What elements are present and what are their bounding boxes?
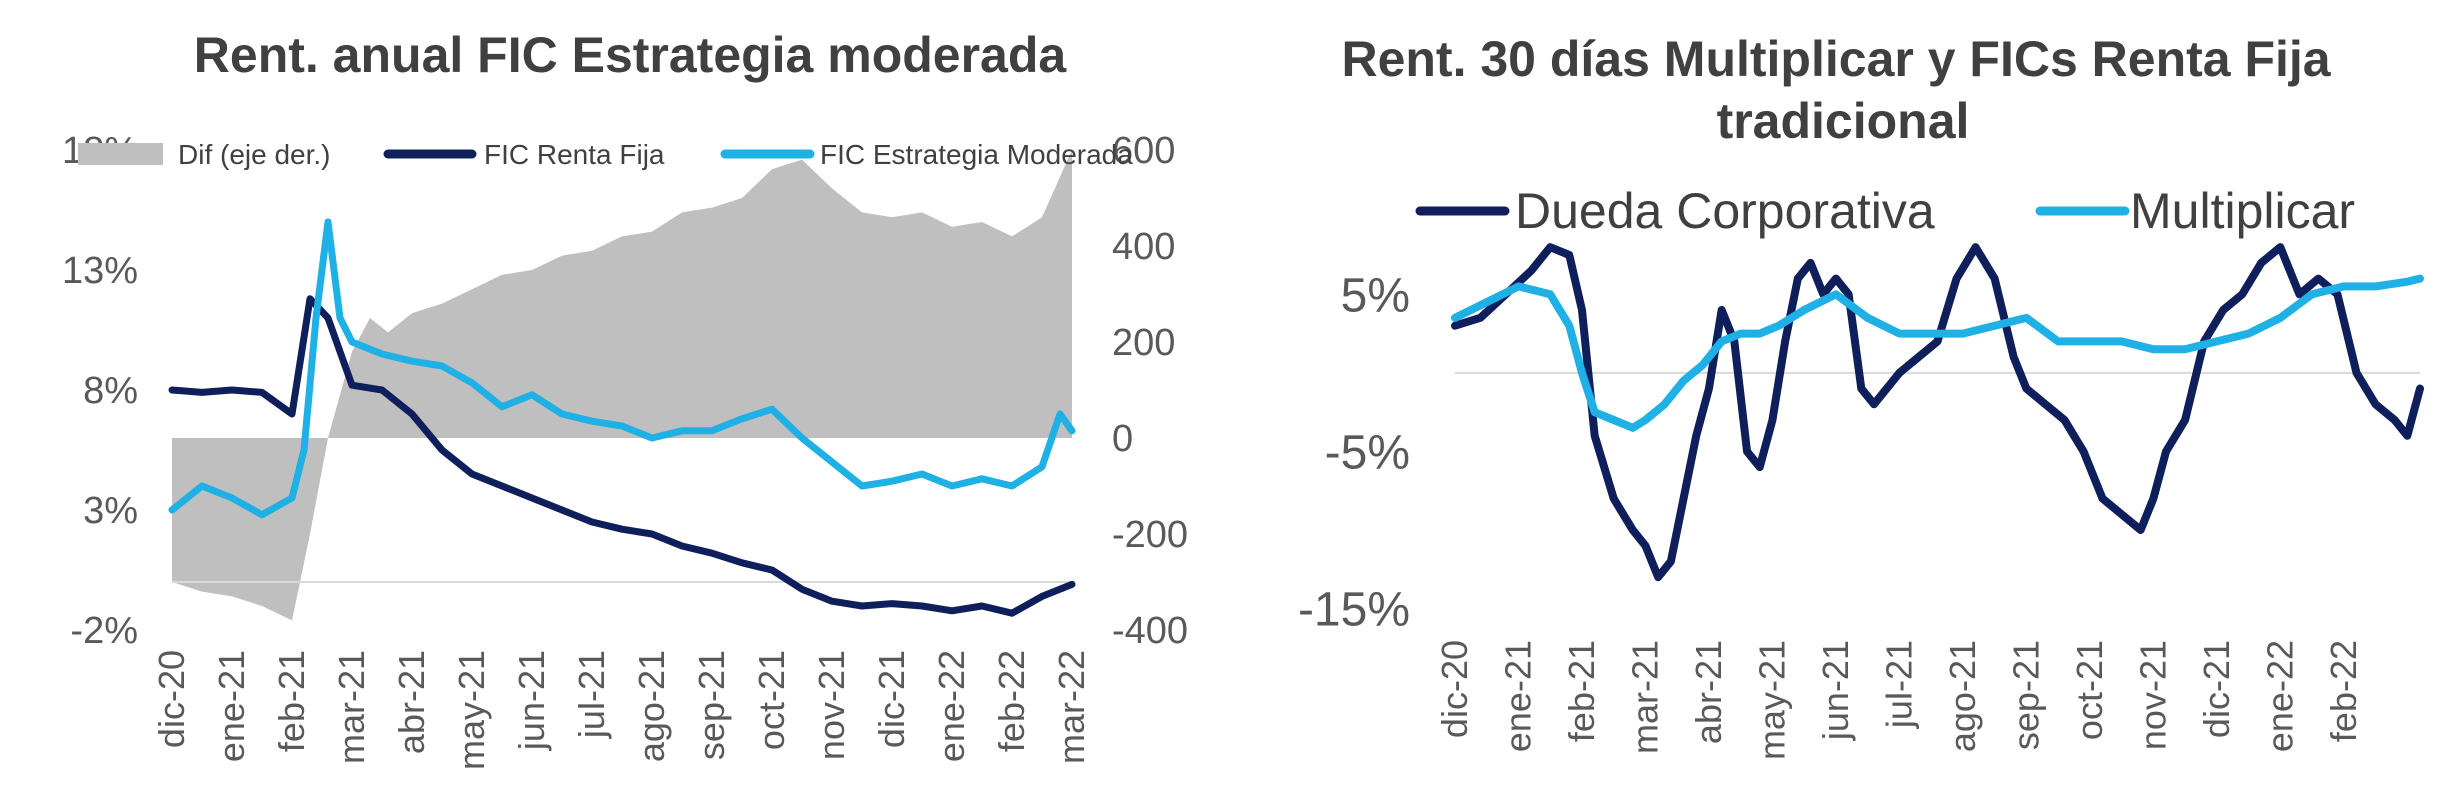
right-x-tick-label: ene-21 — [1497, 640, 1538, 752]
left-x-tick-label: jul-21 — [571, 650, 612, 739]
left-x-tick-label: ene-21 — [211, 650, 252, 762]
right-x-tick-label: oct-21 — [2069, 640, 2110, 740]
right-x-tick-label: feb-22 — [2323, 640, 2364, 742]
right-chart-plot — [1451, 243, 2424, 582]
right-x-tick-label: may-21 — [1751, 640, 1792, 760]
left-x-tick-label: ago-21 — [631, 650, 672, 762]
legend-label-multiplicar: Multiplicar — [2130, 183, 2355, 239]
right-x-tick-label: feb-21 — [1561, 640, 1602, 742]
left-y2-tick-label: 400 — [1112, 226, 1175, 268]
left-x-tick-label: feb-21 — [271, 650, 312, 752]
left-chart-title: Rent. anual FIC Estrategia moderada — [194, 27, 1068, 83]
left-y-tick-label: -2% — [70, 610, 138, 652]
right-x-tick-label: sep-21 — [2005, 640, 2046, 750]
right-chart: Rent. 30 días Multiplicar y FICs Renta F… — [1298, 31, 2424, 760]
left-x-tick-label: ene-22 — [931, 650, 972, 762]
right-chart-title: Rent. 30 días Multiplicar y FICs Renta F… — [1341, 31, 2344, 149]
left-legend: Dif (eje der.) FIC Renta Fija FIC Estrat… — [78, 139, 1133, 170]
series-line-estrategia — [168, 218, 1076, 519]
left-x-tick-label: feb-22 — [991, 650, 1032, 752]
right-x-tick-label: ago-21 — [1942, 640, 1983, 752]
left-chart: Rent. anual FIC Estrategia moderada 18%1… — [62, 27, 1188, 770]
left-y2-tick-label: 600 — [1112, 130, 1175, 172]
right-chart-title-line1: Rent. 30 días Multiplicar y FICs Renta F… — [1341, 31, 2331, 87]
left-x-tick-label: dic-20 — [151, 650, 192, 748]
left-y2-ticks: 600 400 200 0 -200 -400 — [1112, 130, 1188, 652]
left-y2-tick-label: -200 — [1112, 514, 1188, 556]
left-x-ticks: dic-20 ene-21 feb-21 mar-21 abr-21 may-21 jun-… — [151, 650, 1092, 770]
right-y-tick-label: 5% — [1341, 269, 1410, 322]
right-x-tick-label: dic-20 — [1434, 640, 1475, 738]
right-x-ticks: dic-20 ene-21 feb-21 mar-21 abr-21 may-21 jun-… — [1434, 640, 2364, 760]
legend-label-dueda: Dueda Corporativa — [1515, 183, 1935, 239]
legend-label-estrategia: FIC Estrategia Moderada — [820, 139, 1133, 170]
right-x-tick-label: jun-21 — [1815, 640, 1856, 741]
left-y-tick-label: 8% — [83, 370, 138, 412]
right-x-tick-label: mar-21 — [1624, 640, 1665, 754]
series-line-renta-fija — [168, 295, 1076, 617]
left-y-ticks: 18%13%8%3%-2% — [62, 130, 138, 652]
legend-swatch-dif — [78, 143, 163, 165]
right-x-tick-label: nov-21 — [2132, 640, 2173, 750]
right-x-tick-label: ene-22 — [2259, 640, 2300, 752]
left-x-tick-label: oct-21 — [751, 650, 792, 750]
legend-label-renta-fija: FIC Renta Fija — [484, 139, 665, 170]
series-line-dueda — [1451, 243, 2424, 582]
left-x-tick-label: may-21 — [451, 650, 492, 770]
right-x-tick-label: jul-21 — [1878, 640, 1919, 729]
left-x-tick-label: nov-21 — [811, 650, 852, 760]
left-x-tick-label: sep-21 — [691, 650, 732, 760]
series-area-dif — [172, 150, 1072, 621]
right-y-ticks: 5% -5% -15% — [1298, 269, 1410, 636]
right-legend: Dueda Corporativa Multiplicar — [1415, 183, 2355, 239]
left-y2-tick-label: 200 — [1112, 322, 1175, 364]
right-x-tick-label: dic-21 — [2196, 640, 2237, 738]
left-x-tick-label: mar-21 — [331, 650, 372, 764]
left-x-tick-label: dic-21 — [871, 650, 912, 748]
left-x-tick-label: mar-22 — [1051, 650, 1092, 764]
series-line-multiplicar — [1451, 274, 2424, 432]
left-y-tick-label: 3% — [83, 490, 138, 532]
left-y2-tick-label: 0 — [1112, 418, 1133, 460]
left-x-tick-label: abr-21 — [391, 650, 432, 754]
left-y-tick-label: 13% — [62, 250, 138, 292]
right-y-tick-label: -5% — [1325, 426, 1410, 479]
left-chart-plot — [168, 150, 1076, 621]
right-y-tick-label: -15% — [1298, 584, 1410, 637]
right-chart-title-line2: tradicional — [1717, 93, 1970, 149]
left-y2-tick-label: -400 — [1112, 610, 1188, 652]
legend-label-dif: Dif (eje der.) — [178, 139, 331, 170]
right-x-tick-label: abr-21 — [1688, 640, 1729, 744]
left-x-tick-label: jun-21 — [511, 650, 552, 751]
